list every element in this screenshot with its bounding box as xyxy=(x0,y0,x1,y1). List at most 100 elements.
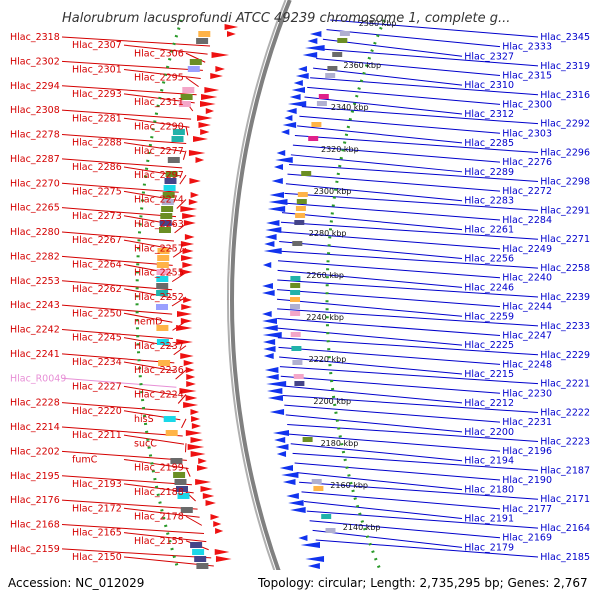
forward-gene-arrow xyxy=(205,500,216,506)
label-connector xyxy=(123,337,174,348)
label-connector xyxy=(284,192,539,211)
label-connector xyxy=(330,19,539,38)
gene-label: Hlac_2278 xyxy=(10,130,60,141)
feature-block xyxy=(162,192,175,198)
gene-label: Hlac_2286 xyxy=(72,162,122,173)
label-connector xyxy=(279,240,463,259)
forward-gene-arrow xyxy=(183,402,199,408)
forward-gene-arrow xyxy=(214,549,230,555)
feature-block xyxy=(190,542,203,548)
gene-label: Hlac_2289 xyxy=(464,167,514,178)
reverse-gene-arrow xyxy=(264,234,277,240)
reverse-gene-arrow xyxy=(298,66,307,72)
forward-gene-arrow xyxy=(185,430,203,436)
label-connector xyxy=(290,443,463,462)
label-connector xyxy=(299,481,539,500)
gene-label: Hlac_2263 xyxy=(134,219,184,230)
feature-block xyxy=(290,332,301,337)
feature-block xyxy=(293,374,304,379)
feature-block xyxy=(290,290,301,295)
feature-block xyxy=(325,73,336,78)
gene-labels: Hlac_2318 Hlac_2307 Hlac_2306 Hlac_2302 Hlac… xyxy=(10,32,590,563)
forward-gene-arrow xyxy=(176,339,193,345)
backbone-line xyxy=(226,0,287,600)
label-connector xyxy=(185,52,206,63)
label-connector xyxy=(284,404,501,423)
label-connector xyxy=(292,452,539,471)
feature-block xyxy=(292,360,303,365)
forward-gene-arrow xyxy=(187,444,205,450)
forward-gene-arrow xyxy=(180,206,198,212)
gene-label: Hlac_2267 xyxy=(72,235,122,246)
reverse-gene-arrow xyxy=(291,87,305,93)
label-connector xyxy=(176,199,187,209)
label-connector xyxy=(297,125,463,144)
forward-gene-arrow xyxy=(188,199,199,205)
forward-gene-arrow xyxy=(195,479,212,485)
label-connector xyxy=(279,356,463,375)
forward-gene-arrow xyxy=(198,458,207,464)
feature-block xyxy=(290,283,301,288)
label-connector xyxy=(182,150,187,160)
feature-block xyxy=(167,157,180,163)
gene-label: Hlac_2172 xyxy=(72,503,122,514)
gene-label: Hlac_2188 xyxy=(134,487,184,498)
label-connector xyxy=(61,231,175,242)
label-connector xyxy=(301,106,539,125)
feature-block xyxy=(301,171,312,176)
feature-block xyxy=(156,269,169,275)
feature-block xyxy=(290,304,300,309)
reverse-gene-arrow xyxy=(267,395,283,401)
gene-label: Hlac_2300 xyxy=(502,99,552,110)
forward-gene-arrow xyxy=(182,248,194,254)
forward-gene-arrow xyxy=(191,416,200,422)
reverse-gene-arrow xyxy=(262,318,278,324)
gene-label: Hlac_2281 xyxy=(72,113,122,124)
gene-label: Hlac_2164 xyxy=(540,523,590,534)
feature-block xyxy=(290,297,300,302)
feature-block xyxy=(176,486,188,492)
gene-label: Hlac_2258 xyxy=(540,263,590,274)
reverse-gene-arrow xyxy=(275,157,293,163)
label-connector xyxy=(179,174,187,185)
gene-label: Hlac_2294 xyxy=(10,81,60,92)
label-connector xyxy=(280,375,501,394)
gene-label: Hlac_2276 xyxy=(502,157,552,168)
forward-gene-arrow xyxy=(210,73,223,79)
map-title: Halorubrum lacusprofundi ATCC 49239 chro… xyxy=(62,11,510,26)
reverse-gene-arrow xyxy=(286,108,297,114)
label-connector xyxy=(296,472,463,491)
reverse-gene-arrow xyxy=(266,220,280,226)
reverse-gene-arrow xyxy=(300,542,320,548)
reverse-gene-arrow xyxy=(262,262,272,268)
tick-label: 2300 kbp xyxy=(314,187,352,196)
gene-label: Hlac_2327 xyxy=(464,51,514,62)
gene-label: Hlac_2237 xyxy=(134,341,184,352)
reverse-gene-arrow xyxy=(265,374,279,380)
gene-label: Hlac_2250 xyxy=(72,308,122,319)
label-connector xyxy=(276,298,463,317)
reverse-gene-arrow xyxy=(265,227,282,233)
gene-label: Hlac_2177 xyxy=(502,504,552,515)
feature-block xyxy=(161,206,174,212)
feature-block xyxy=(174,479,187,485)
label-connector xyxy=(185,515,203,526)
label-connector xyxy=(310,77,539,96)
feature-block xyxy=(156,290,169,296)
feature-block xyxy=(295,206,306,211)
gene-label: Hlac_2242 xyxy=(10,325,60,336)
feature-block xyxy=(313,486,324,491)
label-connector xyxy=(294,135,539,154)
forward-gene-arrow xyxy=(198,122,211,128)
feature-block xyxy=(165,171,178,177)
gene-label: Hlac_2215 xyxy=(464,369,514,380)
gene-label: hisS xyxy=(134,414,154,425)
feature-block xyxy=(182,87,195,93)
feature-block xyxy=(156,276,169,282)
label-connector xyxy=(123,459,189,469)
forward-gene-arrow xyxy=(201,94,218,100)
reverse-gene-arrow xyxy=(271,178,283,184)
feature-block xyxy=(308,136,319,141)
label-connector xyxy=(123,312,173,323)
gene-label: Hlac_2295 xyxy=(134,73,184,84)
